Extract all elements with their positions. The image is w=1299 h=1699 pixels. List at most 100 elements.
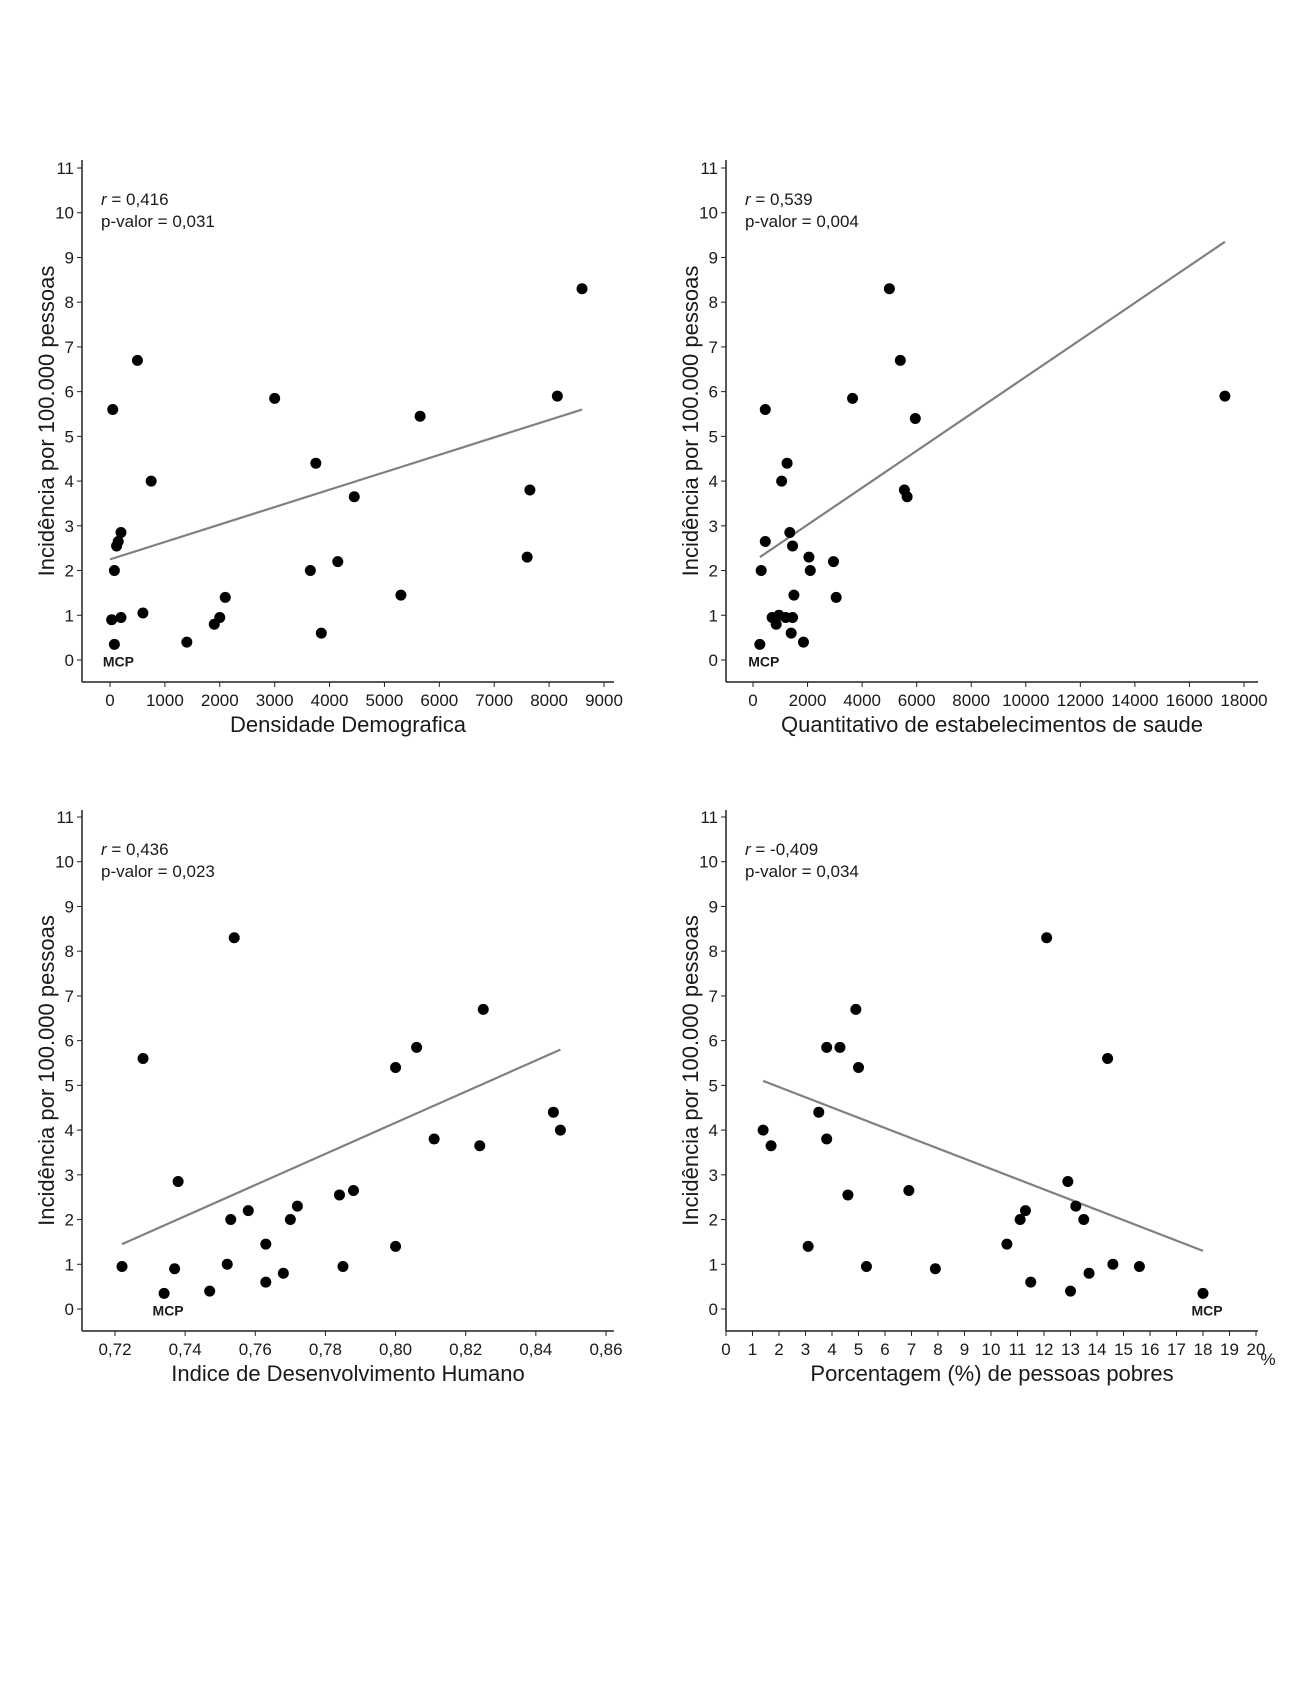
- trend-line: [109, 408, 583, 561]
- data-point: [181, 636, 193, 648]
- data-point: [477, 1003, 489, 1015]
- data-point: [221, 1258, 233, 1270]
- data-point: [757, 1124, 769, 1136]
- data-point: [784, 527, 796, 539]
- data-point: [242, 1205, 254, 1217]
- x-axis-title: Densidade Demografica: [230, 712, 467, 737]
- y-tick-label: 7: [65, 987, 74, 1006]
- y-tick-label: 11: [700, 808, 718, 827]
- x-tick-label: 9000: [585, 691, 623, 710]
- r-value-label: r = 0,436: [101, 840, 169, 859]
- r-symbol: r: [101, 190, 108, 209]
- data-point: [547, 1106, 559, 1118]
- x-tick-label: 19: [1220, 1340, 1239, 1359]
- data-point: [347, 1184, 359, 1196]
- data-point: [333, 1189, 345, 1201]
- data-point: [315, 627, 327, 639]
- y-tick-label: 4: [65, 472, 74, 491]
- x-tick-label: 2: [774, 1340, 783, 1359]
- data-point: [145, 475, 157, 487]
- data-point: [576, 283, 588, 295]
- data-point: [803, 551, 815, 563]
- data-point: [108, 638, 120, 650]
- data-point: [115, 527, 127, 539]
- x-tick-label: 0,80: [379, 1340, 412, 1359]
- x-tick-label: 5: [854, 1340, 863, 1359]
- data-point: [759, 404, 771, 416]
- r-value-label: r = 0,539: [745, 190, 813, 209]
- data-point: [894, 354, 906, 366]
- x-tick-label: 15: [1114, 1340, 1133, 1359]
- y-tick-label: 3: [65, 1166, 74, 1185]
- y-tick-label: 5: [65, 427, 74, 446]
- p-value-label: p-valor = 0,031: [101, 212, 215, 231]
- trend-line: [759, 240, 1226, 559]
- x-tick-label: 3000: [256, 691, 294, 710]
- y-tick-label: 2: [709, 1211, 718, 1230]
- data-point: [903, 1184, 915, 1196]
- r-value: = 0,539: [751, 190, 813, 209]
- y-tick-label: 8: [65, 942, 74, 961]
- data-point: [821, 1041, 833, 1053]
- data-point: [225, 1214, 237, 1226]
- data-point: [524, 484, 536, 496]
- y-axis-title: Incidência por 100.000 pessoas: [678, 915, 703, 1226]
- data-point: [853, 1061, 864, 1073]
- data-point: [830, 591, 842, 603]
- r-value: = -0,409: [751, 840, 819, 859]
- data-point: [521, 551, 533, 563]
- p-value-label: p-valor = 0,004: [745, 212, 859, 231]
- data-point: [332, 556, 344, 568]
- y-tick-label: 7: [65, 338, 74, 357]
- trend-line: [121, 1048, 561, 1246]
- data-point: [1019, 1205, 1031, 1217]
- data-point: [204, 1285, 216, 1297]
- x-tick-label: 0,86: [589, 1340, 622, 1359]
- y-tick-label: 0: [65, 651, 74, 670]
- data-point: [158, 1287, 170, 1299]
- data-point: [284, 1214, 296, 1226]
- x-tick-label: 10000: [1002, 691, 1049, 710]
- data-point: [1083, 1267, 1095, 1279]
- x-tick-label: 8000: [952, 691, 990, 710]
- y-tick-label: 5: [709, 427, 718, 446]
- x-tick-label: 0,78: [309, 1340, 342, 1359]
- y-tick-label: 0: [65, 1300, 74, 1319]
- y-tick-label: 8: [709, 293, 718, 312]
- y-tick-label: 6: [65, 383, 74, 402]
- y-tick-label: 4: [709, 1121, 718, 1140]
- y-tick-label: 0: [709, 1300, 718, 1319]
- x-tick-label: 16: [1141, 1340, 1160, 1359]
- data-point: [137, 1053, 149, 1065]
- y-tick-label: 0: [709, 651, 718, 670]
- data-point: [1001, 1238, 1013, 1250]
- y-tick-label: 1: [65, 1255, 74, 1274]
- y-tick-label: 3: [709, 1166, 718, 1185]
- data-point: [802, 1240, 814, 1252]
- x-axis-title: Quantitativo de estabelecimentos de saud…: [781, 712, 1203, 737]
- y-tick-label: 7: [709, 987, 718, 1006]
- x-tick-label: 11: [1009, 1340, 1027, 1359]
- y-tick-label: 8: [709, 942, 718, 961]
- x-tick-label: 2000: [201, 691, 239, 710]
- data-point: [390, 1061, 402, 1073]
- data-point: [414, 410, 426, 422]
- x-tick-label: 1: [748, 1340, 757, 1359]
- data-point: [901, 491, 913, 503]
- data-point: [208, 618, 220, 630]
- r-symbol: r: [745, 840, 752, 859]
- data-point: [260, 1276, 272, 1288]
- r-symbol: r: [745, 190, 752, 209]
- data-point: [781, 457, 793, 469]
- y-tick-label: 5: [709, 1076, 718, 1095]
- chart-3: 0 1 2 3 4 5 6 7 8 9 10 11 0,72 0,74 0,76 0,78 0,80 0,82 0,…: [34, 808, 623, 1386]
- x-tick-label: 0: [748, 691, 757, 710]
- data-point: [474, 1140, 486, 1152]
- x-tick-label: 17: [1167, 1340, 1186, 1359]
- y-tick-label: 10: [55, 204, 74, 223]
- x-tick-label: 7000: [475, 691, 513, 710]
- data-point: [291, 1200, 303, 1212]
